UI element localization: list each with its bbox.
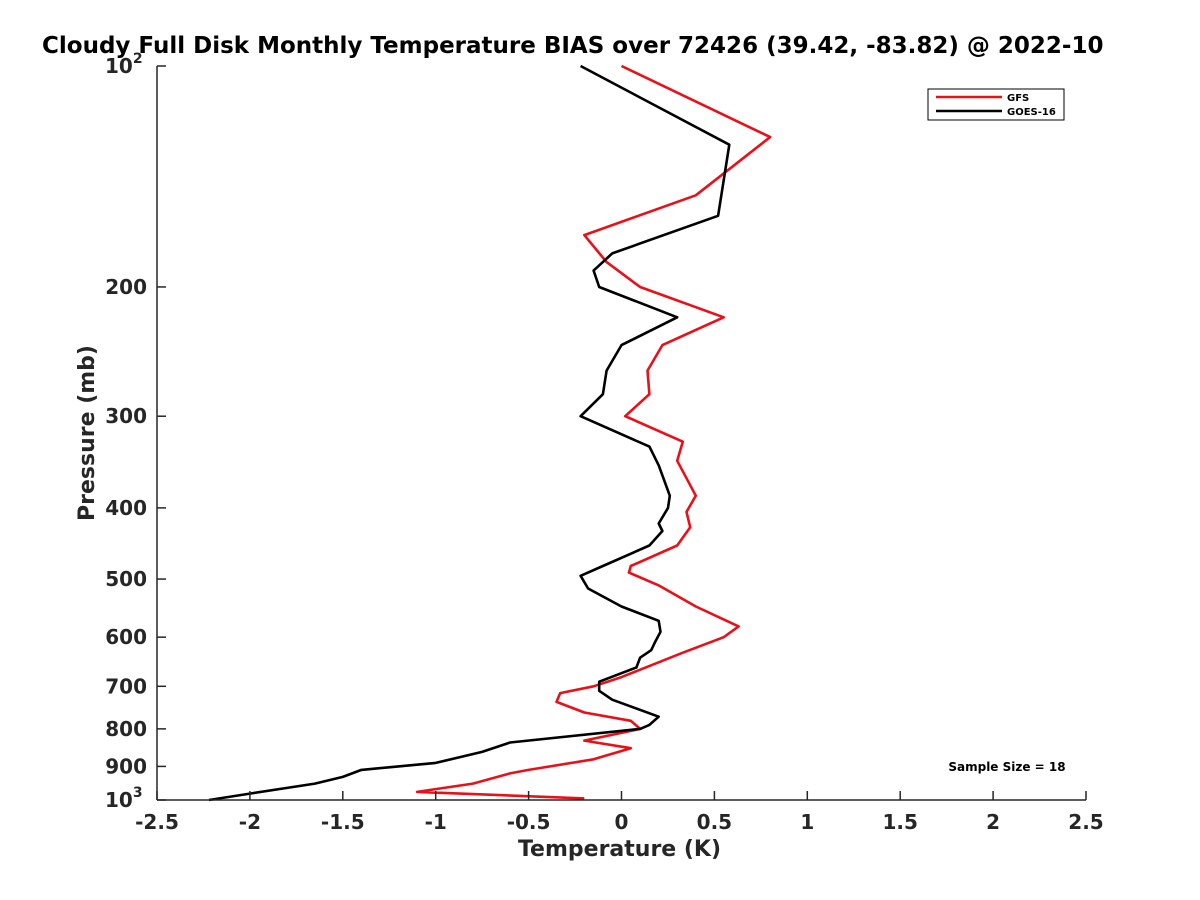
x-tick-label: -2 — [239, 810, 261, 834]
y-tick-label: 102 — [105, 51, 143, 78]
legend-label-goes16: GOES-16 — [1007, 107, 1056, 118]
y-tick-label: 600 — [105, 625, 147, 649]
y-tick-label: 103 — [105, 785, 143, 812]
x-tick-label: 2.5 — [1068, 810, 1103, 834]
series-line-gfs — [415, 64, 772, 800]
y-tick-label: 500 — [105, 567, 147, 591]
y-tick-label: 200 — [105, 275, 147, 299]
y-tick-label: 700 — [105, 674, 147, 698]
sample-size-annotation: Sample Size = 18 — [948, 760, 1065, 774]
x-tick-label: 0 — [615, 810, 629, 834]
x-ticks: -2.5 -2 -1.5 -1 -0.5 0 0.5 1 1.5 2 2.5 — [135, 791, 1104, 834]
y-tick-label: 400 — [105, 496, 147, 520]
y-tick-label: 800 — [105, 717, 147, 741]
x-tick-label: 1 — [800, 810, 814, 834]
x-tick-label: 0.5 — [697, 810, 732, 834]
x-tick-label: 1.5 — [882, 810, 917, 834]
legend-box — [927, 88, 1065, 121]
y-ticks: 102 200 300 400 500 600 700 800 900 103 — [105, 51, 166, 812]
y-tick-label: 300 — [105, 404, 147, 428]
chart-title: Cloudy Full Disk Monthly Temperature BIA… — [42, 33, 1103, 59]
x-tick-label: 2 — [986, 810, 1000, 834]
legend: GFS GOES-16 — [927, 88, 1065, 121]
x-tick-label: -1.5 — [321, 810, 365, 834]
y-axis-title: Pressure (mb) — [75, 345, 100, 521]
legend-label-gfs: GFS — [1007, 93, 1029, 104]
y-tick-label: 900 — [105, 754, 147, 778]
x-axis-title: Temperature (K) — [518, 837, 721, 862]
x-tick-label: -2.5 — [135, 810, 179, 834]
x-tick-label: -0.5 — [507, 810, 551, 834]
series-layer — [208, 64, 772, 802]
x-tick-label: -1 — [425, 810, 447, 834]
series-line-goes16 — [208, 64, 731, 802]
